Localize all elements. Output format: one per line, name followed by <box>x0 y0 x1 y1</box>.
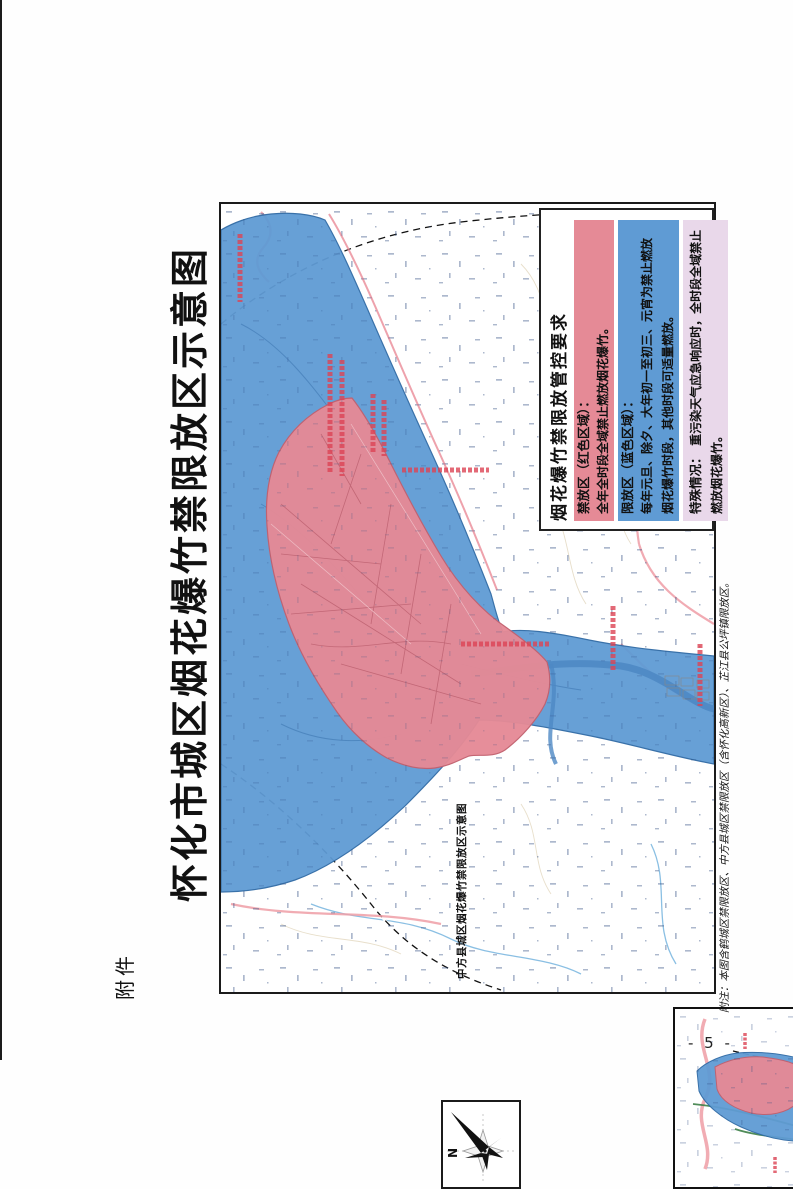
special-heading: 特殊情况： <box>688 451 704 514</box>
inset-map-title: 中方县城区烟花爆竹禁限放区示意图 <box>456 803 468 979</box>
page-number: - 5 - <box>688 1034 733 1052</box>
legend-box: 烟花爆竹禁限放管控要求 禁放区（红色区域）： 全年全时段全域禁止燃放烟花爆竹。 … <box>539 208 729 531</box>
legend-item-restricted: 限放区（蓝色区域）： 每年元旦、除夕、大年初一至初三、元宵为禁止燃放烟花爆竹时段… <box>618 220 680 521</box>
map-red-annotations <box>237 234 703 706</box>
map-note: 附注：本图含鹤城区禁限放区、中方县城区禁限放区（含怀化高新区）、芷江县公坪镇限放… <box>719 577 731 1013</box>
page-title: 怀化市城区烟花爆竹禁限放区示意图 <box>167 246 212 903</box>
legend-item-prohibited: 禁放区（红色区域）： 全年全时段全域禁止燃放烟花爆竹。 <box>574 220 615 521</box>
legend-item-special: 特殊情况： 重污染天气应急响应时，全时段全域禁止燃放烟花爆竹。 <box>683 220 729 521</box>
legend-title: 烟花爆竹禁限放管控要求 <box>550 312 570 521</box>
prohibited-heading: 禁放区（红色区域）： <box>576 395 591 514</box>
attachment-label: 附件 <box>113 952 137 1000</box>
prohibited-body: 全年全时段全域禁止燃放烟花爆竹。 <box>596 321 610 514</box>
main-map-canvas <box>221 204 714 992</box>
restricted-body: 每年元旦、除夕、大年初一至初三、元宵为禁止燃放烟花爆竹时段，其他时段可适量燃放。 <box>640 237 675 514</box>
compass-box: N <box>441 1100 521 1189</box>
restricted-heading: 限放区（蓝色区域）： <box>620 395 636 514</box>
scan-edge-artifact <box>0 0 2 1060</box>
main-map: 烟花爆竹禁限放管控要求 禁放区（红色区域）： 全年全时段全域禁止燃放烟花爆竹。 … <box>219 202 793 1189</box>
north-label: N <box>446 1147 460 1159</box>
